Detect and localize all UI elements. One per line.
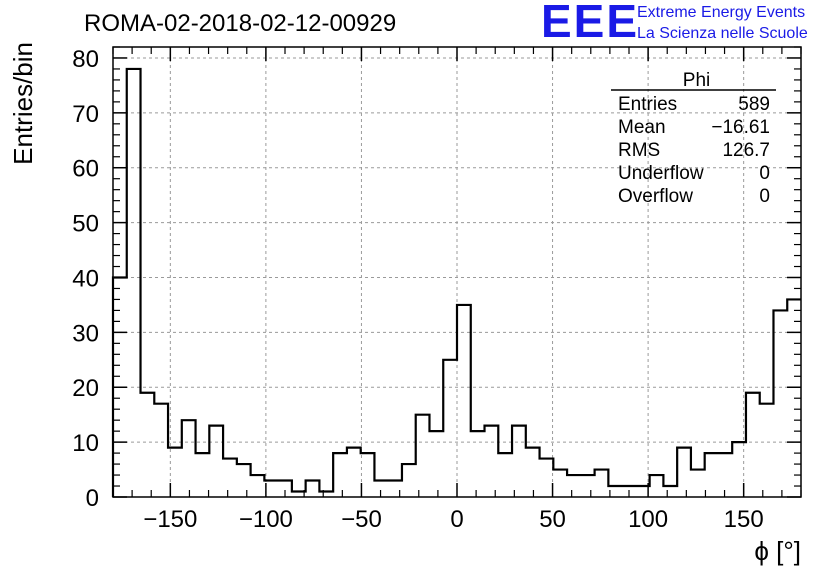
y-tick-label: 80	[72, 46, 99, 73]
histogram-bin	[567, 475, 581, 497]
stats-value: 0	[759, 163, 770, 184]
histogram-bin	[251, 475, 265, 497]
histogram-bin	[154, 404, 168, 497]
histogram-bin	[374, 481, 388, 497]
y-tick-label: 40	[72, 265, 99, 292]
histogram-bin	[443, 360, 457, 497]
x-tick-label: 50	[539, 506, 566, 533]
histogram-bin	[182, 420, 196, 497]
histogram-bin	[650, 475, 664, 497]
histogram-bin	[760, 404, 774, 497]
stats-label: RMS	[618, 140, 660, 161]
stats-value: 0	[759, 186, 770, 207]
stats-label: Entries	[618, 94, 677, 115]
stats-label: Overflow	[618, 186, 693, 207]
histogram-bin	[677, 448, 691, 497]
x-tick-label: 100	[628, 506, 668, 533]
histogram-bin	[347, 448, 361, 497]
histogram-bin	[361, 453, 375, 497]
histogram-bin	[540, 459, 554, 497]
run-title: ROMA-02-2018-02-12-00929	[84, 10, 397, 37]
histogram-bin	[402, 464, 416, 497]
histogram-bin	[223, 459, 237, 497]
y-tick-label: 0	[86, 485, 99, 512]
stats-value: 126.7	[722, 140, 770, 161]
eee-tagline-2: La Scienza nelle Scuole	[637, 25, 808, 42]
histogram-bin	[512, 426, 526, 497]
histogram-bin	[196, 453, 210, 497]
y-tick-label: 30	[72, 320, 99, 347]
stats-value: 589	[738, 94, 770, 115]
histogram-bin	[595, 470, 609, 497]
eee-tagline-1: Extreme Energy Events	[637, 4, 806, 21]
histogram-bin	[333, 453, 347, 497]
y-tick-label: 70	[72, 101, 99, 128]
y-tick-label: 10	[72, 430, 99, 457]
stats-title: Phi	[683, 70, 710, 91]
stats-value: −16.61	[711, 117, 770, 138]
histogram-bin	[526, 448, 540, 497]
histogram-bin	[498, 453, 512, 497]
axes: −150 −100 −50 0 50 100 150 0 10 20 30 40 50 60 70 80 ϕ […	[8, 42, 802, 566]
y-tick-label: 60	[72, 156, 99, 183]
histogram-bin	[127, 69, 141, 497]
histogram-bin	[553, 470, 567, 497]
x-tick-label: −150	[143, 506, 197, 533]
x-tick-label: 0	[450, 506, 463, 533]
histogram-bin	[209, 426, 223, 497]
histogram-bin	[746, 393, 760, 497]
histogram-bin	[319, 492, 333, 497]
histogram-bin	[416, 415, 430, 497]
histogram-bin	[691, 470, 705, 497]
x-axis-title: ϕ [°]	[754, 536, 801, 566]
x-tick-label: −50	[341, 506, 382, 533]
histogram-bin	[457, 305, 471, 497]
histogram-bin	[581, 475, 595, 497]
y-tick-label: 20	[72, 375, 99, 402]
eee-logo: EEE	[541, 0, 640, 47]
y-axis-title: Entries/bin	[8, 42, 38, 165]
stats-label: Mean	[618, 117, 666, 138]
histogram-outline	[111, 67, 801, 497]
histogram-bin	[306, 481, 320, 497]
histogram-bars	[111, 67, 801, 497]
stats-label: Underflow	[618, 163, 704, 184]
histogram-bin	[429, 431, 443, 497]
histogram-bin	[141, 393, 155, 497]
histogram-bin	[663, 486, 677, 497]
histogram-bin	[705, 453, 719, 497]
x-tick-label: 150	[724, 506, 764, 533]
x-tick-label: −100	[239, 506, 293, 533]
histogram-bin	[471, 431, 485, 497]
y-tick-label: 50	[72, 211, 99, 238]
histogram-bin	[718, 453, 732, 497]
histogram-bin	[485, 426, 499, 497]
histogram-bin	[237, 464, 251, 497]
stats-box: Phi Entries 589 Mean −16.61 RMS 126.7 Underflow…	[611, 70, 776, 207]
histogram-bin	[773, 310, 787, 497]
